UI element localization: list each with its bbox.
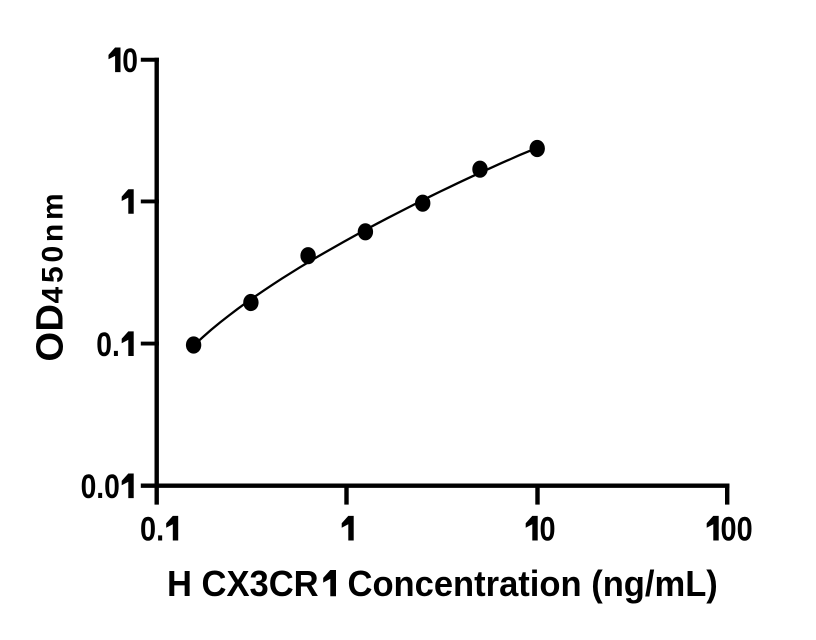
svg-text:0.0: 0.0 [81, 468, 120, 506]
svg-text:0: 0 [540, 509, 556, 548]
svg-text:H CX3CR: H CX3CR [167, 565, 319, 605]
svg-text:0.: 0. [96, 326, 120, 364]
svg-text:OD450nm: OD450nm [30, 189, 72, 361]
svg-text:00: 00 [721, 509, 753, 548]
svg-text:Concentration (ng/mL): Concentration (ng/mL) [348, 565, 718, 605]
svg-text:0.: 0. [140, 509, 164, 548]
svg-text:0: 0 [122, 42, 138, 80]
